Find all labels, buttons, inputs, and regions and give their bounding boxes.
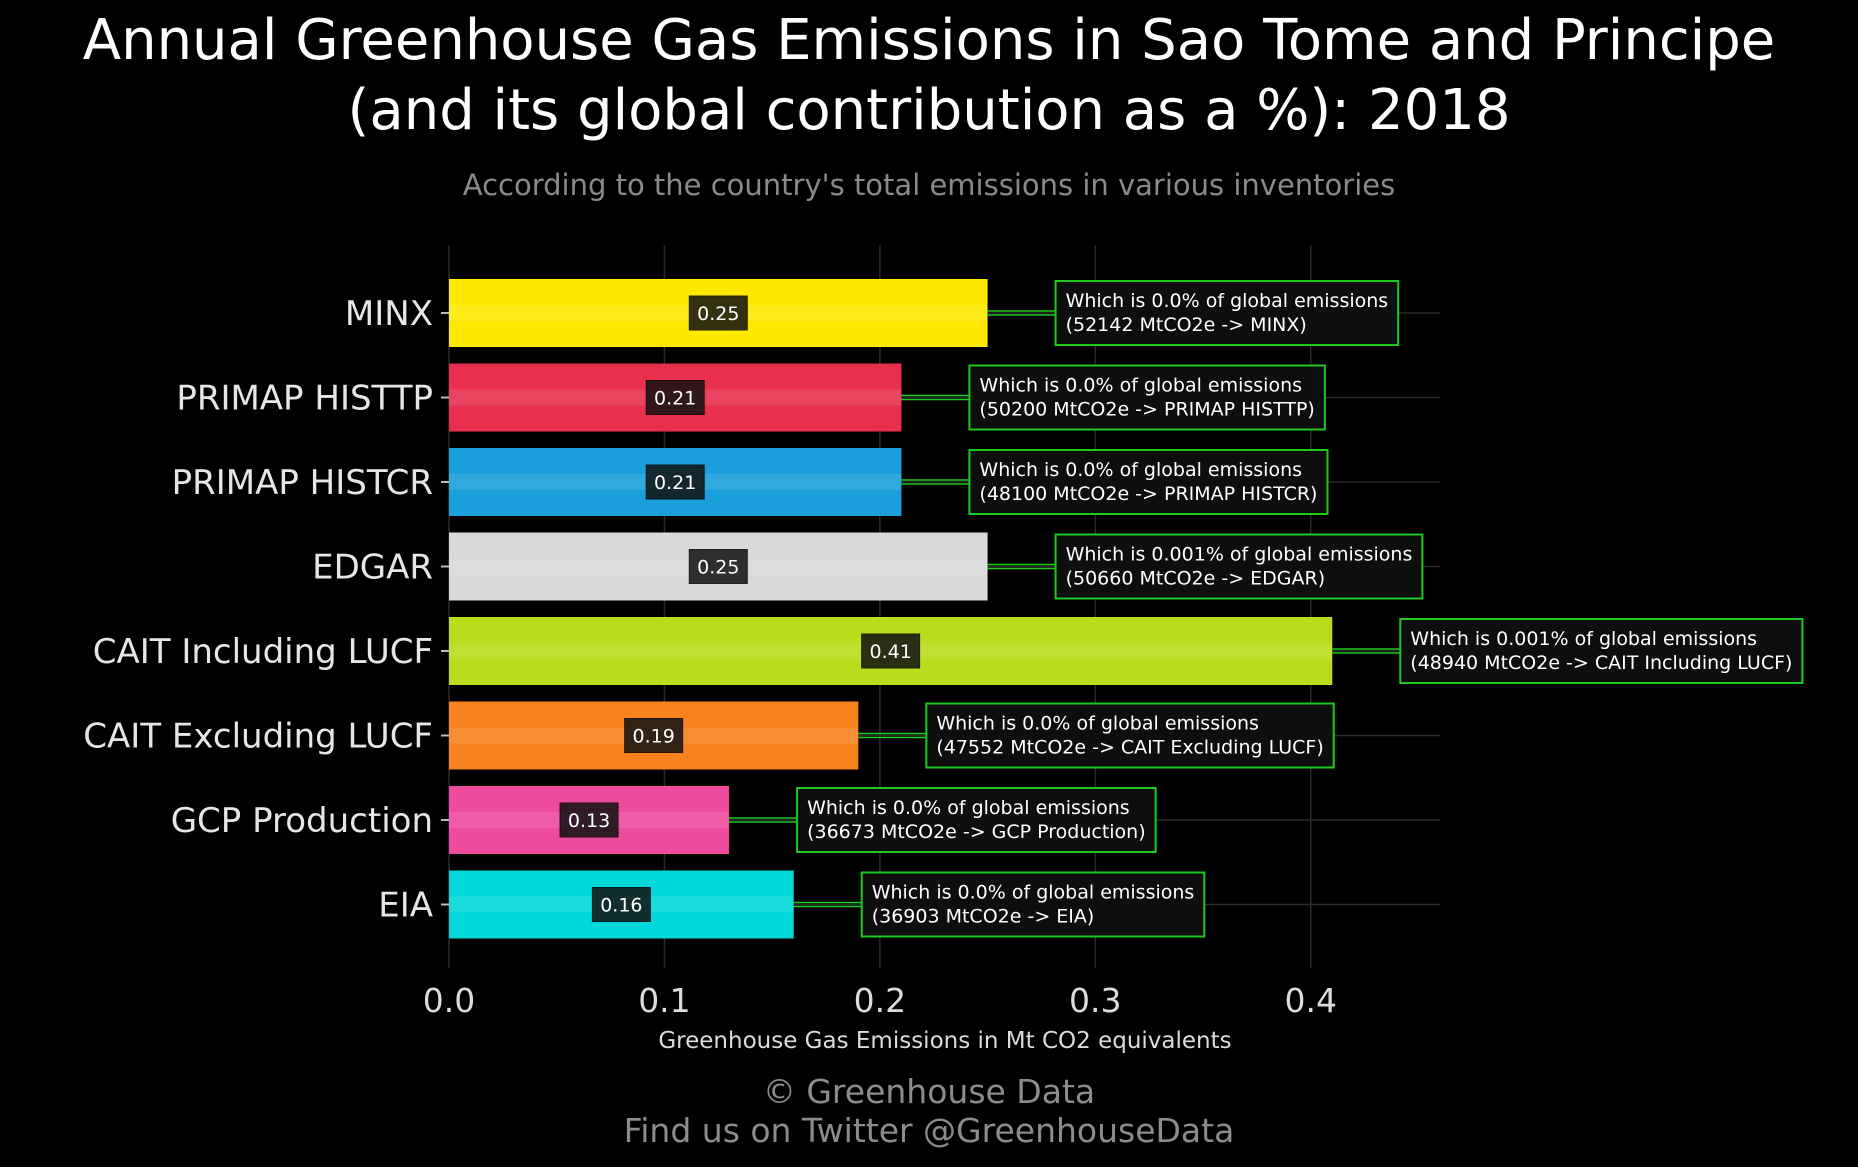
category-label: CAIT Including LUCF bbox=[93, 632, 433, 672]
value-label-box bbox=[645, 464, 705, 500]
x-tick-label: 0.4 bbox=[1284, 981, 1336, 1020]
value-label-box bbox=[861, 633, 921, 669]
category-label: PRIMAP HISTTP bbox=[176, 379, 433, 419]
annotation-line-1: Which is 0.0% of global emissions bbox=[1066, 290, 1389, 312]
annotation-box bbox=[860, 871, 1206, 938]
annotation-line-1: Which is 0.0% of global emissions bbox=[807, 797, 1130, 819]
value-label-box bbox=[688, 295, 748, 331]
annotation-box bbox=[1399, 618, 1804, 684]
category-label: GCP Production bbox=[171, 801, 433, 841]
annotation-line-1: Which is 0.0% of global emissions bbox=[979, 375, 1302, 397]
annotation-box bbox=[796, 787, 1157, 853]
annotation-line-2: (47552 MtCO2e -> CAIT Excluding LUCF) bbox=[936, 737, 1323, 759]
value-label: 0.16 bbox=[600, 895, 642, 917]
annotation-box bbox=[968, 449, 1329, 515]
footer-twitter: Find us on Twitter @GreenhouseData bbox=[623, 1111, 1235, 1150]
x-tick-label: 0.1 bbox=[638, 981, 690, 1020]
annotation-box bbox=[1054, 280, 1400, 346]
value-label-box bbox=[624, 718, 684, 753]
annotation-line-2: (50200 MtCO2e -> PRIMAP HISTTP) bbox=[979, 399, 1314, 421]
x-tick-label: 0.3 bbox=[1069, 981, 1121, 1020]
value-label-box bbox=[688, 549, 748, 584]
value-label: 0.25 bbox=[697, 557, 739, 579]
category-label: CAIT Excluding LUCF bbox=[83, 717, 433, 757]
annotation-line-1: Which is 0.0% of global emissions bbox=[936, 713, 1259, 735]
value-label-box bbox=[645, 380, 705, 415]
annotation-layer: Which is 0.0% of global emissions(52142 … bbox=[729, 280, 1804, 938]
x-tick-label: 0.0 bbox=[423, 981, 475, 1020]
category-label: EIA bbox=[378, 886, 433, 926]
value-label-box bbox=[559, 802, 619, 838]
annotation-line-2: (52142 MtCO2e -> MINX) bbox=[1066, 314, 1307, 336]
annotation-line-1: Which is 0.001% of global emissions bbox=[1410, 628, 1757, 650]
value-label-box bbox=[591, 887, 651, 922]
value-label: 0.41 bbox=[869, 641, 911, 663]
annotation-line-2: (36673 MtCO2e -> GCP Production) bbox=[807, 821, 1146, 843]
annotation-box bbox=[1054, 533, 1424, 600]
category-label: EDGAR bbox=[312, 548, 433, 588]
annotation-box bbox=[925, 702, 1335, 769]
value-label: 0.13 bbox=[568, 810, 610, 832]
chart-title-line-1: Annual Greenhouse Gas Emissions in Sao T… bbox=[82, 8, 1776, 73]
annotation-box bbox=[968, 364, 1326, 431]
annotation-line-2: (48940 MtCO2e -> CAIT Including LUCF) bbox=[1410, 652, 1792, 674]
annotation-line-1: Which is 0.0% of global emissions bbox=[872, 882, 1195, 904]
chart-subtitle: According to the country's total emissio… bbox=[462, 168, 1396, 202]
category-label: PRIMAP HISTCR bbox=[172, 463, 433, 503]
value-label: 0.19 bbox=[633, 726, 675, 748]
value-label: 0.25 bbox=[697, 303, 739, 325]
footer-copyright: © Greenhouse Data bbox=[762, 1072, 1096, 1111]
annotation-line-2: (48100 MtCO2e -> PRIMAP HISTCR) bbox=[979, 483, 1317, 505]
category-label-layer: MINX PRIMAP HISTTP PRIMAP HISTCR EDGAR CAIT … bbox=[83, 294, 433, 926]
chart-title-line-2: (and its global contribution as a %): 20… bbox=[347, 78, 1511, 143]
x-tick-layer: 0.0 0.1 0.2 0.3 0.4 bbox=[423, 981, 1337, 1020]
annotation-line-1: Which is 0.0% of global emissions bbox=[979, 459, 1302, 481]
annotation-line-2: (36903 MtCO2e -> EIA) bbox=[872, 906, 1095, 928]
bar-layer: 0.25 0.21 0.21 0.25 0.41 0.19 0.13 0.16 bbox=[449, 279, 1333, 939]
category-label: MINX bbox=[345, 294, 433, 334]
value-label: 0.21 bbox=[654, 472, 696, 494]
x-axis-label: Greenhouse Gas Emissions in Mt CO2 equiv… bbox=[658, 1028, 1231, 1054]
x-tick-label: 0.2 bbox=[854, 981, 906, 1020]
grid-layer bbox=[441, 245, 1440, 968]
value-label: 0.21 bbox=[654, 388, 696, 410]
annotation-line-2: (50660 MtCO2e -> EDGAR) bbox=[1066, 568, 1326, 590]
annotation-line-1: Which is 0.001% of global emissions bbox=[1066, 544, 1413, 566]
